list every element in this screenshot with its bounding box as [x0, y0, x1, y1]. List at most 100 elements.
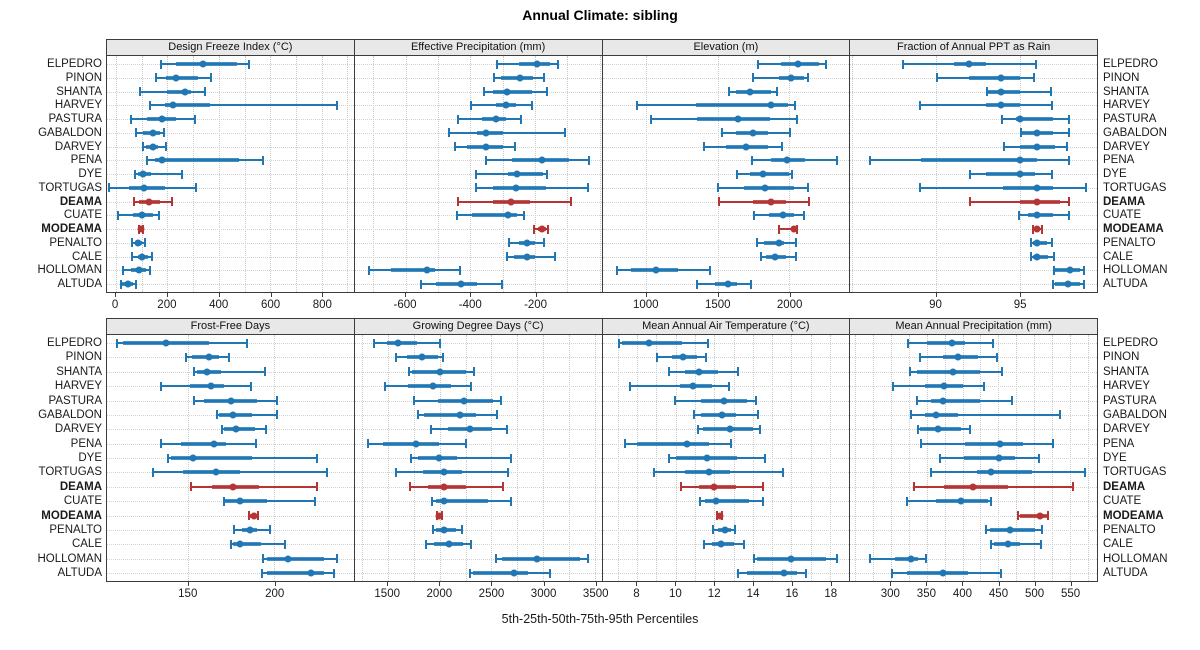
station-label-gabaldon: GABALDON	[38, 126, 102, 139]
band-25-75	[493, 185, 547, 190]
axis-tick-label: 200	[265, 588, 285, 600]
whisker-cap-low	[145, 155, 148, 165]
axis-tick	[274, 582, 276, 586]
whisker-cap-high	[315, 453, 318, 463]
median-dot	[932, 411, 940, 419]
whisker-cap-low	[986, 87, 989, 96]
axis-tick	[789, 293, 791, 297]
whisker-cap-low	[908, 367, 911, 377]
whisker-cap-low	[702, 539, 705, 549]
whisker-cap-low	[131, 238, 134, 248]
panel-x-axis: 90 95	[849, 293, 1098, 317]
whisker-cap-low	[407, 367, 410, 377]
median-dot	[787, 74, 795, 82]
median-dot	[726, 425, 734, 433]
band-25-75	[697, 117, 770, 121]
whisker-cap-low	[717, 183, 720, 193]
axis-tick	[115, 293, 117, 297]
median-dot	[954, 353, 962, 361]
axis-tick-label: -600	[393, 299, 417, 311]
median-dot	[1064, 280, 1072, 288]
band-25-75	[154, 158, 240, 163]
whisker-cap-low	[248, 511, 251, 520]
whisker-cap-high	[1052, 439, 1055, 449]
median-dot	[948, 339, 956, 347]
whisker-cap-high	[134, 279, 137, 289]
median-dot	[440, 526, 448, 534]
station-label-shanta: SHANTA	[56, 85, 102, 98]
gridline-horizontal	[602, 515, 850, 517]
whisker-cap-high	[795, 252, 798, 261]
whisker-cap-high	[548, 568, 551, 578]
median-dot	[158, 156, 166, 164]
median-dot	[145, 198, 153, 205]
whisker-cap-low	[727, 87, 730, 96]
median-dot	[767, 198, 775, 205]
gridline-horizontal	[107, 146, 354, 148]
whisker-cap-high	[500, 396, 503, 405]
whisker-cap-high	[983, 381, 986, 391]
median-dot	[1006, 526, 1014, 534]
band-25-75	[894, 556, 919, 561]
whisker-cap-low	[717, 197, 720, 206]
whisker-cap-high	[1041, 525, 1044, 535]
median-dot	[965, 60, 973, 68]
band-25-75	[1003, 185, 1054, 190]
station-label-darvey: DARVEY	[54, 423, 102, 436]
whisker-5-95	[409, 457, 513, 459]
station-label-modeama: MODEAMA	[41, 509, 102, 522]
whisker-cap-low	[868, 554, 871, 564]
station-label-harvey: HARVEY	[1103, 380, 1151, 393]
axis-tick-label: 95	[1013, 299, 1027, 311]
median-dot	[717, 540, 725, 548]
whisker-cap-high	[165, 142, 168, 151]
whisker-cap-high	[313, 496, 316, 506]
station-labels-left-row1: ELPEDRO PINON SHANTA HARVEY PASTURA GABALDON D…	[0, 39, 107, 292]
band-25-75	[166, 75, 199, 80]
axis-tick-label: -400	[458, 299, 482, 311]
axis-tick	[675, 582, 677, 586]
axis-tick-label: 550	[1061, 588, 1081, 600]
whisker-cap-high	[256, 511, 259, 520]
whisker-cap-high	[157, 210, 160, 220]
median-dot	[538, 225, 546, 233]
axis-tick	[470, 293, 472, 297]
whisker-cap-low	[260, 568, 263, 578]
gridline-horizontal	[354, 443, 602, 445]
median-dot	[229, 411, 237, 419]
whisker-cap-low	[629, 381, 632, 391]
axis-tick-label: 2000	[776, 299, 803, 311]
whisker-cap-low	[222, 496, 225, 506]
station-label-pena: PENA	[70, 437, 102, 450]
station-label-holloman: HOLLOMAN	[37, 264, 102, 277]
whisker-cap-low	[455, 210, 458, 220]
station-label-pena: PENA	[1103, 437, 1135, 450]
gridline-horizontal	[354, 529, 602, 531]
whisker-cap-high	[793, 100, 796, 110]
panel-x-axis: 0 200 400 600 800	[106, 293, 355, 317]
median-dot	[284, 555, 292, 563]
station-label-cale: CALE	[71, 250, 102, 263]
whisker-cap-low	[132, 197, 135, 206]
median-dot	[149, 129, 157, 137]
whisker-cap-high	[546, 224, 549, 234]
panel-x-axis: -600 -400 -200	[354, 293, 603, 317]
station-label-elpedro: ELPEDRO	[47, 58, 102, 70]
band-25-75	[181, 441, 227, 446]
whisker-cap-low	[757, 59, 760, 69]
median-dot	[746, 88, 754, 95]
whisker-cap-low	[160, 381, 163, 391]
gridline-horizontal	[107, 270, 354, 272]
median-dot	[939, 397, 946, 404]
median-dot	[440, 468, 448, 476]
band-25-75	[906, 571, 969, 575]
station-label-dye: DYE	[1103, 452, 1127, 464]
station-label-gabaldon: GABALDON	[38, 408, 102, 421]
median-dot	[513, 170, 521, 178]
whisker-cap-high	[750, 279, 753, 289]
whisker-cap-high	[542, 238, 545, 248]
median-dot	[710, 483, 718, 491]
median-dot	[503, 88, 511, 95]
median-dot	[504, 211, 512, 219]
whisker-cap-high	[1068, 128, 1071, 138]
